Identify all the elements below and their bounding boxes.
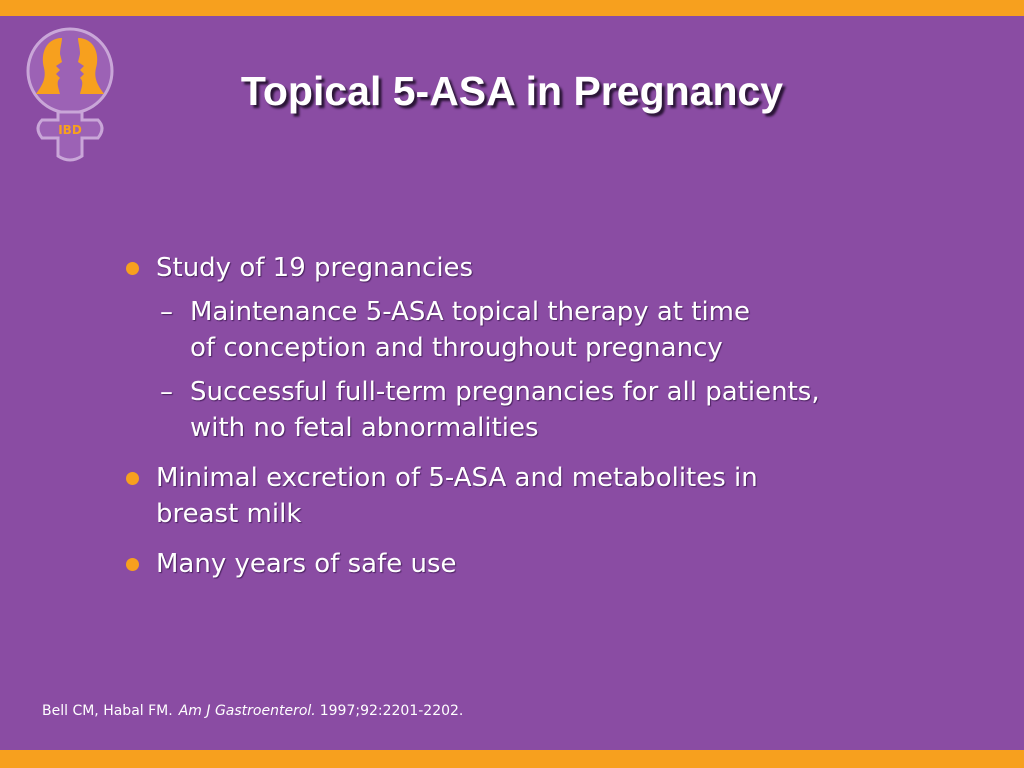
top-bar [0, 0, 1024, 16]
bullet-line: Study of 19 pregnancies [156, 253, 474, 283]
logo: IBD [26, 27, 114, 162]
bullet: Minimal excretion of 5-ASA and metabolit… [125, 460, 945, 532]
sub-bullet: Successful full-term pregnancies for all… [156, 374, 945, 446]
title: Topical 5-ASA in Pregnancy [240, 68, 784, 114]
bottom-bar [0, 750, 1024, 768]
bullet-line: Many years of safe use [156, 549, 457, 579]
ref-journal: Am J Gastroenterol. [178, 703, 316, 719]
sub-bullet-line: Maintenance 5-ASA topical therapy at tim… [190, 297, 751, 327]
reference: Bell CM, Habal FM. Am J Gastroenterol. 199… [42, 703, 463, 719]
sub-bullet-line: of conception and throughout pregnancy [190, 333, 723, 363]
bullet-line: breast milk [156, 499, 302, 529]
bullet-list: Study of 19 pregnancies Maintenance 5-ASA… [125, 250, 945, 596]
bullet: Many years of safe use [125, 546, 945, 582]
logo-label: IBD [58, 123, 82, 137]
sub-bullet-line: Successful full-term pregnancies for all… [190, 377, 820, 407]
sub-bullet-line: with no fetal abnormalities [190, 413, 539, 443]
bullet: Study of 19 pregnancies Maintenance 5-ASA… [125, 250, 945, 446]
ref-citation: 1997;92:2201-2202. [319, 703, 464, 719]
sub-bullet: Maintenance 5-ASA topical therapy at tim… [156, 294, 945, 366]
bullet-line: Minimal excretion of 5-ASA and metabolit… [156, 463, 758, 493]
ref-authors: Bell CM, Habal FM. [42, 703, 173, 719]
